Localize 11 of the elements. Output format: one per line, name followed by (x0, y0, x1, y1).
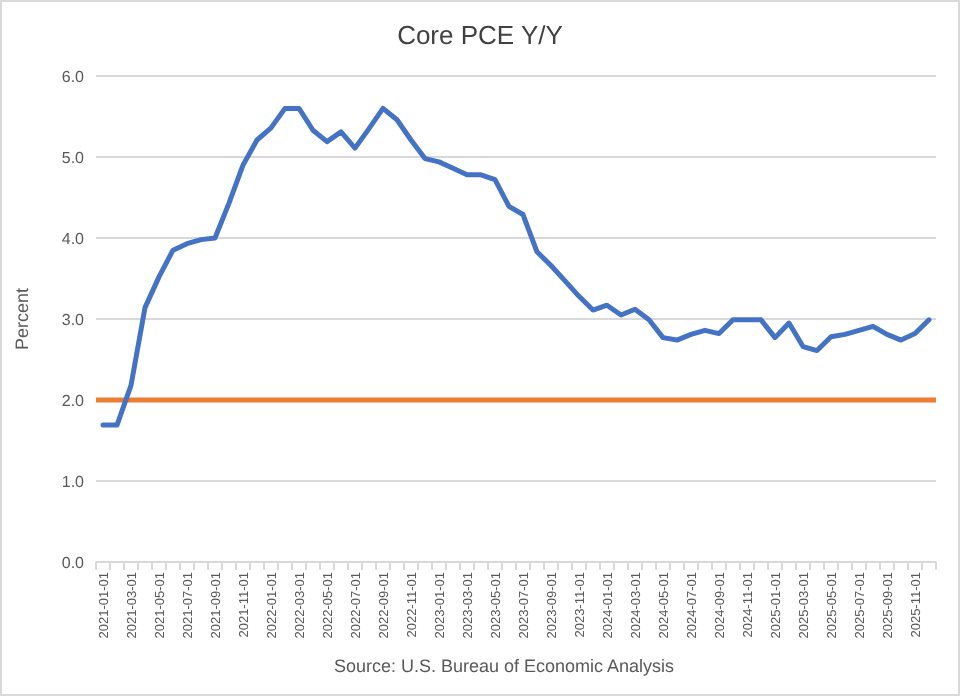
y-tick-label: 1.0 (61, 472, 86, 491)
source-note: Source: U.S. Bureau of Economic Analysis (333, 656, 676, 676)
y-tick-label: 3.0 (61, 310, 86, 329)
line-series (100, 105, 932, 428)
y-tick-label: 5.0 (61, 148, 86, 167)
y-tick-label: 4.0 (61, 229, 86, 248)
y-tick-label: 2.0 (61, 391, 86, 410)
y-tick-label: 6.0 (61, 67, 86, 86)
y-axis-title: Percent (12, 287, 32, 351)
chart-title: Core PCE Y/Y (397, 20, 564, 50)
y-tick-label: 0.0 (61, 553, 86, 572)
